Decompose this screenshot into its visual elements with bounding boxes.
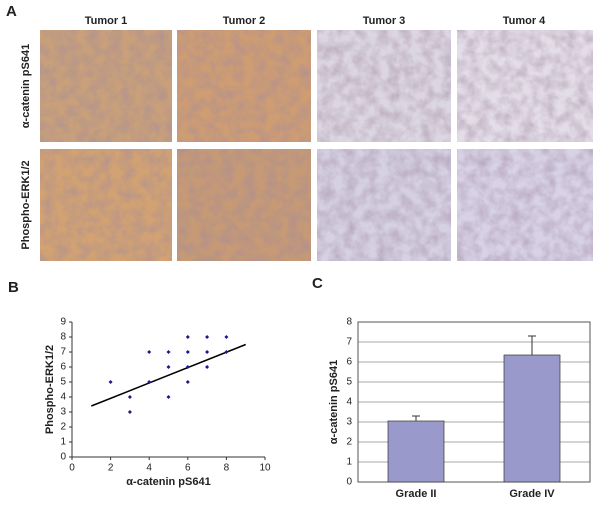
trendline <box>91 343 246 407</box>
point <box>166 350 171 354</box>
y-tick-label: 0 <box>346 477 352 488</box>
x-tick-label: 8 <box>224 463 230 474</box>
x-axis-label: α-catenin pS641 <box>126 476 210 488</box>
point <box>185 365 190 369</box>
y-tick-label: 0 <box>60 452 66 463</box>
y-axis-label: Phospho-ERK1/2 <box>44 345 56 434</box>
y-tick-label: 5 <box>346 377 352 388</box>
error-bar <box>412 415 420 421</box>
row-label: Phospho-ERK1/2 <box>20 160 32 249</box>
point <box>205 350 210 354</box>
point <box>224 335 229 339</box>
x-tick-label: 4 <box>146 463 152 474</box>
point <box>185 335 190 339</box>
y-tick-label: 7 <box>346 337 352 348</box>
column-label: Tumor 4 <box>503 15 546 27</box>
x-tick-label: 6 <box>185 463 191 474</box>
x-tick-label: 10 <box>259 463 271 474</box>
point <box>127 410 132 414</box>
y-tick-label: 8 <box>60 332 66 343</box>
x-tick-label: 2 <box>108 463 114 474</box>
x-tick-label: 0 <box>69 463 75 474</box>
y-tick-label: 8 <box>346 317 352 328</box>
column-label: Tumor 3 <box>363 15 406 27</box>
point <box>166 395 171 399</box>
column-label: Tumor 1 <box>85 15 128 27</box>
plot-frame <box>357 321 591 483</box>
panel-label: B <box>8 279 19 296</box>
y-tick-label: 4 <box>60 392 66 403</box>
y-tick-label: 3 <box>60 407 66 418</box>
y-tick-label: 3 <box>346 417 352 428</box>
y-tick-label: 6 <box>346 357 352 368</box>
bar <box>387 420 445 483</box>
point <box>224 350 229 354</box>
y-tick-label: 5 <box>60 377 66 388</box>
point <box>205 335 210 339</box>
point <box>166 365 171 369</box>
y-tick-label: 2 <box>346 437 352 448</box>
panel-label: A <box>6 3 17 20</box>
point <box>147 350 152 354</box>
bar <box>503 354 561 483</box>
y-tick-label: 7 <box>60 347 66 358</box>
point <box>205 365 210 369</box>
y-tick-label: 1 <box>60 437 66 448</box>
x-tick-label: Grade II <box>396 488 437 500</box>
point <box>108 380 113 384</box>
error-bar <box>528 335 536 355</box>
panel-label: C <box>312 275 323 292</box>
y-tick-label: 9 <box>60 317 66 328</box>
point <box>185 350 190 354</box>
x-tick-label: Grade IV <box>509 488 555 500</box>
y-tick-label: 6 <box>60 362 66 373</box>
column-label: Tumor 2 <box>223 15 266 27</box>
y-tick-label: 1 <box>346 457 352 468</box>
point <box>185 380 190 384</box>
point <box>127 395 132 399</box>
histology-grid: Tumor 1 Tumor 2 Tumor 3 Tumor 4 α-cateni… <box>20 15 593 261</box>
y-axis-label: α-catenin pS641 <box>328 360 340 444</box>
row-label: α-catenin pS641 <box>20 44 32 128</box>
gap <box>40 142 593 149</box>
y-tick-label: 4 <box>346 397 352 408</box>
y-tick-label: 2 <box>60 422 66 433</box>
point <box>147 380 152 384</box>
